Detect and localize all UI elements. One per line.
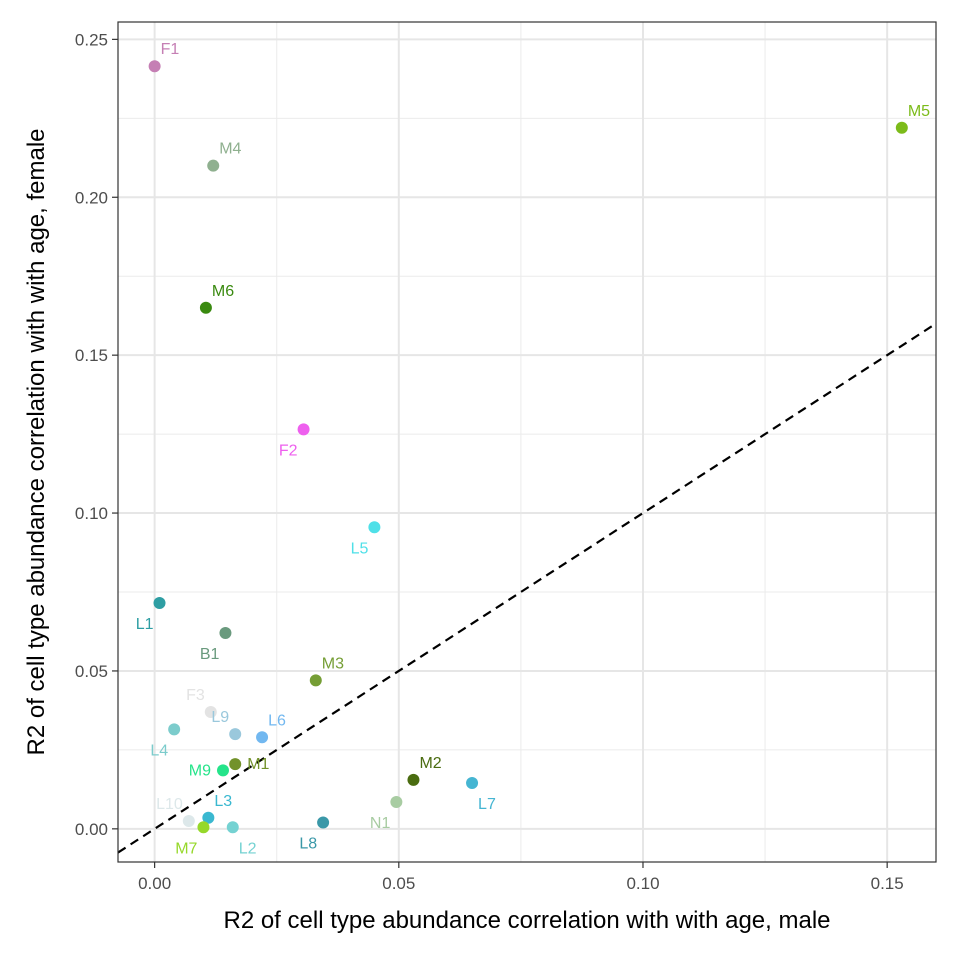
point-label-l2: L2 xyxy=(239,840,257,857)
y-tick-label: 0.15 xyxy=(75,346,108,365)
point-label-l1: L1 xyxy=(136,616,154,633)
data-point-l1 xyxy=(153,597,166,610)
point-labels-layer: F1 M4 M5 M6 F2 L5 L1 B1 M3 F3 L4 L9 L6 M9 M1 M2 L7 N1 L3 L1… xyxy=(136,41,930,857)
y-tick-label: 0.05 xyxy=(75,662,108,681)
data-point-l6 xyxy=(256,731,269,744)
point-label-l10: L10 xyxy=(156,796,183,813)
x-axis: 0.00 0.05 0.10 0.15 xyxy=(138,862,904,893)
point-label-f1: F1 xyxy=(161,41,180,58)
grid-major xyxy=(118,22,936,862)
data-point-l2 xyxy=(226,821,239,834)
point-label-l5: L5 xyxy=(351,540,369,557)
y-axis-title: R2 of cell type abundance correlation wi… xyxy=(23,128,50,755)
data-point-b1 xyxy=(219,627,232,640)
point-label-m4: M4 xyxy=(219,141,241,158)
point-label-l7: L7 xyxy=(478,796,496,813)
point-label-m3: M3 xyxy=(322,655,344,672)
panel-background xyxy=(118,22,936,862)
data-point-m4 xyxy=(207,159,220,172)
data-point-m6 xyxy=(199,301,212,314)
y-tick-label: 0.20 xyxy=(75,188,108,207)
points-layer xyxy=(148,60,908,834)
point-label-l3: L3 xyxy=(214,793,232,810)
data-point-m1 xyxy=(229,758,242,771)
point-label-m1: M1 xyxy=(247,756,269,773)
panel-border xyxy=(117,21,937,863)
x-tick-label: 0.10 xyxy=(626,874,659,893)
data-point-m9 xyxy=(216,764,229,777)
data-point-f2 xyxy=(297,423,310,436)
data-point-l9 xyxy=(229,728,242,741)
data-point-l5 xyxy=(368,521,381,534)
data-point-m3 xyxy=(309,674,322,687)
point-label-n1: N1 xyxy=(370,815,391,832)
identity-reference-line xyxy=(117,322,937,854)
point-label-l8: L8 xyxy=(299,836,317,853)
data-point-l7 xyxy=(466,777,479,790)
data-point-f3 xyxy=(204,706,217,718)
data-point-m7 xyxy=(197,821,210,834)
point-label-b1: B1 xyxy=(200,646,220,663)
data-point-f1 xyxy=(148,60,161,73)
point-label-m6: M6 xyxy=(212,283,234,300)
y-tick-label: 0.00 xyxy=(75,820,108,839)
point-label-f2: F2 xyxy=(279,442,298,459)
point-label-m5: M5 xyxy=(908,103,930,120)
point-label-m7: M7 xyxy=(175,840,197,857)
x-tick-label: 0.05 xyxy=(382,874,415,893)
x-axis-title: R2 of cell type abundance correlation wi… xyxy=(223,907,830,934)
point-label-l9: L9 xyxy=(211,709,229,726)
y-tick-label: 0.10 xyxy=(75,504,108,523)
data-point-l4 xyxy=(168,723,181,736)
y-axis: 0.00 0.05 0.10 0.15 0.20 0.25 xyxy=(75,30,118,839)
y-tick-label: 0.25 xyxy=(75,30,108,49)
point-label-l4: L4 xyxy=(150,742,168,759)
point-label-m2: M2 xyxy=(419,755,441,772)
data-point-m5 xyxy=(895,121,908,134)
x-tick-label: 0.15 xyxy=(871,874,904,893)
point-label-f3: F3 xyxy=(186,687,205,704)
x-tick-label: 0.00 xyxy=(138,874,171,893)
point-label-m9: M9 xyxy=(189,762,211,779)
data-point-l10 xyxy=(182,814,195,827)
data-point-n1 xyxy=(390,796,403,808)
grid-minor xyxy=(118,22,936,862)
data-point-m2 xyxy=(407,773,420,786)
point-label-l6: L6 xyxy=(268,712,286,729)
data-point-l8 xyxy=(317,816,330,829)
data-point-l3 xyxy=(202,811,215,824)
